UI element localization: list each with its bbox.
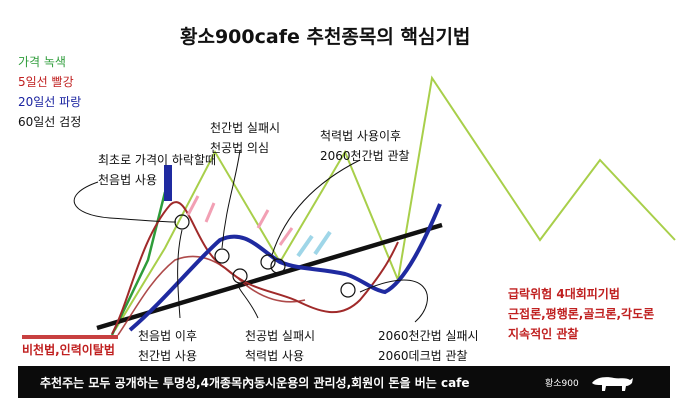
pink-stroke-2 — [204, 202, 216, 223]
bottom-banner: 추천주는 모두 공개하는 투명성,4개종목內동시운용의 관리성,회원이 돈을 버… — [18, 366, 670, 398]
circle-3 — [232, 268, 248, 284]
lightblue-stroke-2 — [313, 230, 332, 256]
annotation-2060-fail: 2060천간법 실패시 2060데크법 관찰 — [378, 329, 479, 363]
ma60-line — [96, 222, 443, 331]
legend-ma60: 60일선 검정 — [18, 115, 82, 129]
price-line — [114, 75, 676, 331]
annotation-first-drop: 최초로 가격이 하락할때 천음법 사용 — [98, 153, 217, 187]
callout-cheongong — [237, 283, 259, 319]
price-spike-line — [110, 191, 167, 336]
bottom-logo-text: 황소900 — [545, 379, 579, 389]
circle-2 — [214, 248, 230, 264]
annotation-bicheon: 비천법,인력이탈법 — [22, 343, 115, 357]
annotation-cheoneum-after: 천음법 이후 천간법 사용 — [138, 329, 198, 363]
annotation-cheokryeok: 척력법 사용이후 2060천간법 관찰 — [320, 129, 410, 163]
bottom-banner-text: 추천주는 모두 공개하는 투명성,4개종목內동시운용의 관리성,회원이 돈을 버… — [40, 376, 470, 390]
callout-cheoneum — [177, 229, 183, 319]
callout-cheongan — [221, 149, 241, 249]
ma5-line-2 — [117, 255, 306, 336]
ma20-line — [128, 203, 442, 332]
blue-bar — [164, 165, 172, 201]
legend: 가격 녹색 5일선 빨강 20일선 파랑 60일선 검정 — [18, 54, 81, 130]
callout-2060 — [359, 279, 428, 323]
pink-stroke-4 — [278, 227, 294, 246]
lightblue-stroke-1 — [296, 234, 314, 258]
annotation-cheongan-fail: 천간법 실패시 천공법 의심 — [210, 121, 281, 155]
circle-4 — [260, 254, 276, 270]
legend-price: 가격 녹색 — [18, 55, 66, 69]
circle-5 — [270, 258, 286, 274]
bull-icon — [592, 377, 633, 391]
annotation-cheongong-fail: 천공법 실패시 척력법 사용 — [245, 329, 316, 363]
callout-first-drop — [73, 181, 177, 223]
callout-cheokryeok — [271, 159, 361, 256]
page-title: 황소900cafe 추천종목의 핵심기법 — [180, 26, 471, 48]
annotation-crash-risk: 급락위험 4대회피기법 근접론,평행론,골크론,각도론 지속적인 관찰 — [508, 287, 655, 341]
pink-stroke-1 — [186, 195, 200, 216]
ma5-line — [111, 201, 399, 335]
legend-ma5: 5일선 빨강 — [18, 75, 74, 89]
legend-ma20: 20일선 파랑 — [18, 95, 82, 109]
circle-6 — [340, 282, 356, 298]
pink-stroke-3 — [256, 209, 270, 229]
